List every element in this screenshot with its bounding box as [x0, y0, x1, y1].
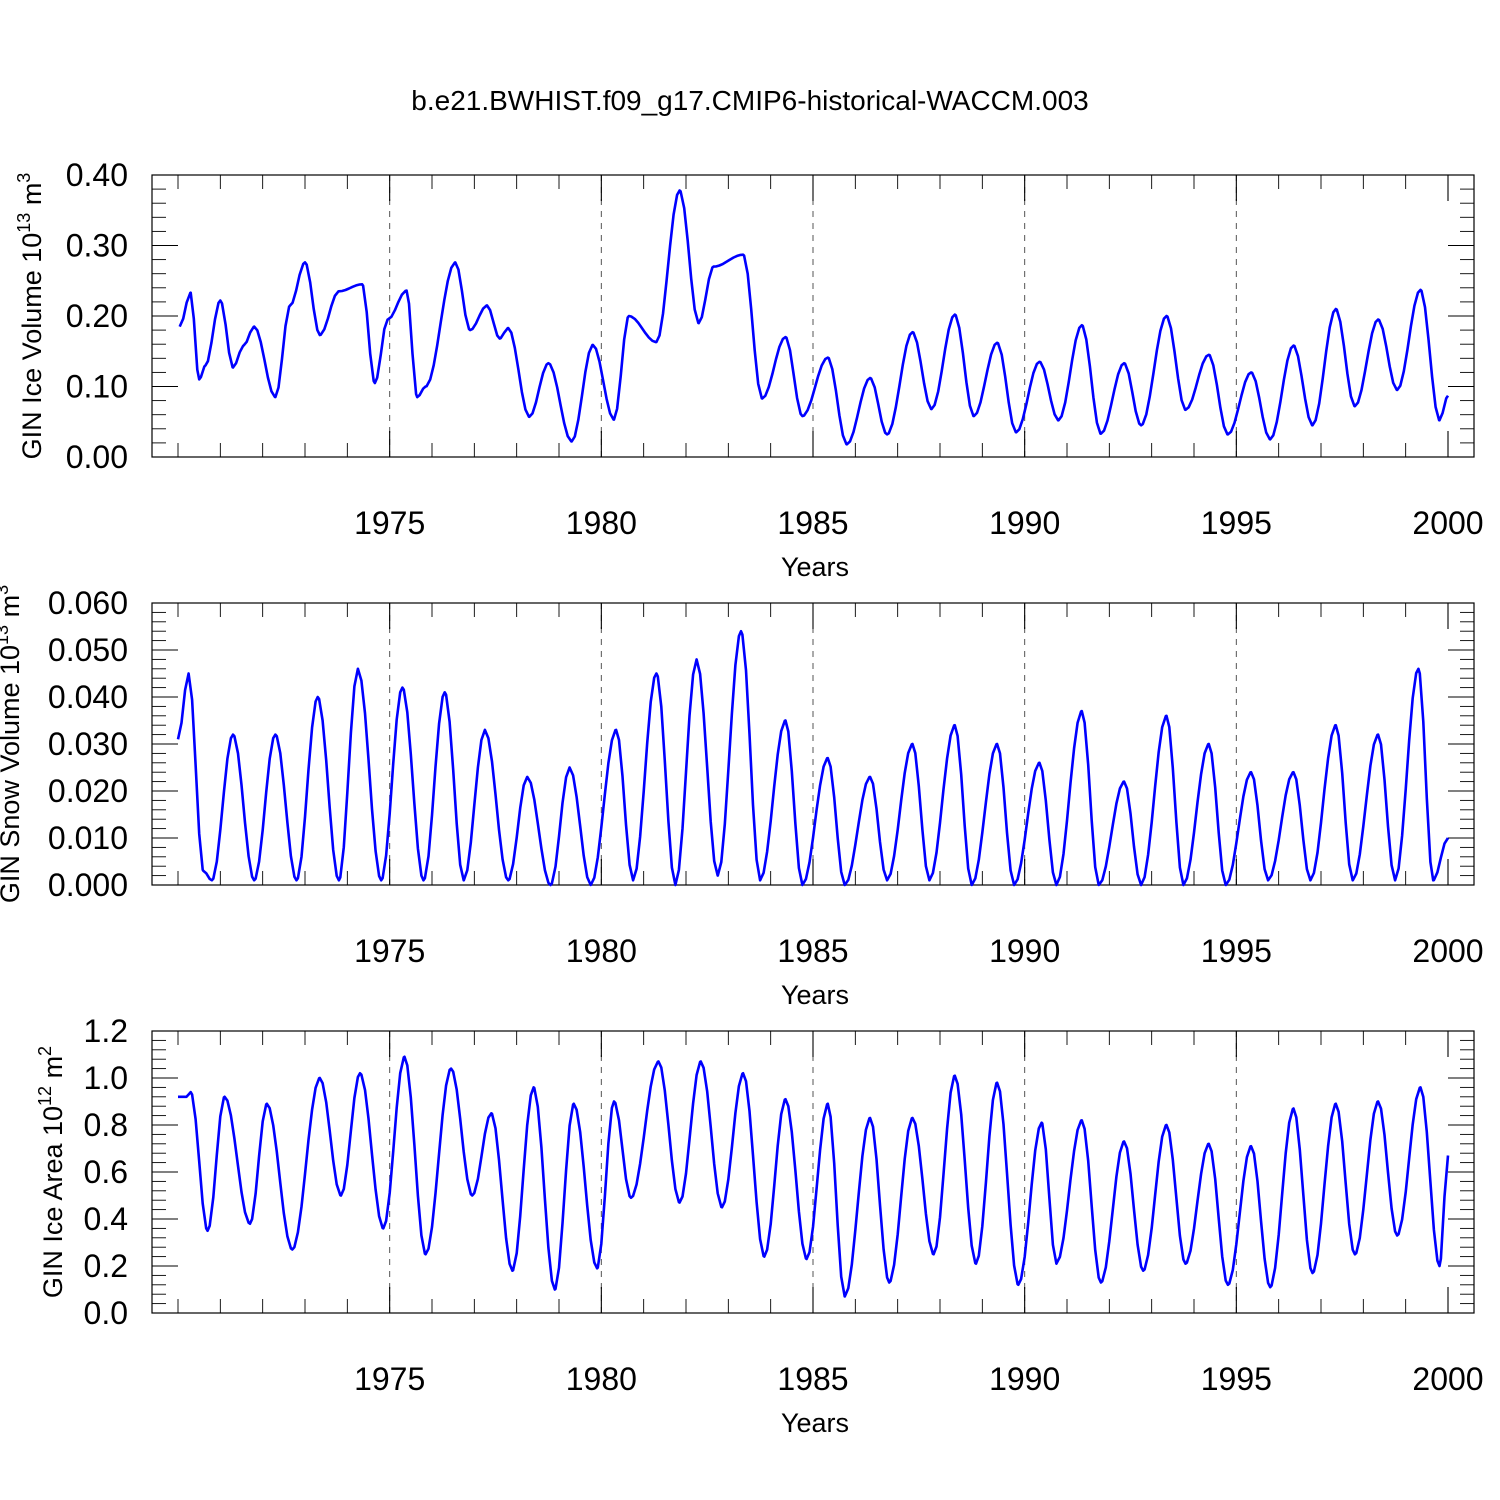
x-tick-label: 1980 — [566, 933, 637, 969]
y-tick-label: 0.010 — [48, 820, 128, 856]
panels: 0.00 0.10 0.20 0.30 0.40 1975 1980 1985 1990 1995… — [0, 157, 1484, 1438]
x-tick-label: 1975 — [354, 933, 425, 969]
panel-ice-area: 0.0 0.2 0.4 0.6 0.8 1.0 1.2 1975 1980 1985 1990 199… — [35, 1013, 1484, 1438]
y-axis-label: GIN Snow Volume 1013 m3 — [0, 585, 25, 903]
panel-snow-volume: 0.000 0.010 0.020 0.030 0.040 0.050 0.060 1975 1… — [0, 585, 1484, 1010]
x-tick-label: 1990 — [989, 505, 1060, 541]
x-tick-label: 1995 — [1201, 505, 1272, 541]
y-tick-label: 0.050 — [48, 632, 128, 668]
y-tick-label: 1.0 — [84, 1060, 128, 1096]
y-tick-label: 1.2 — [84, 1013, 128, 1049]
y-tick-label: 0.060 — [48, 585, 128, 621]
y-tick-label: 0.4 — [84, 1201, 128, 1237]
x-tick-label: 2000 — [1412, 505, 1483, 541]
y-tick-label: 0.020 — [48, 773, 128, 809]
x-tick-label: 1985 — [777, 505, 848, 541]
panel-ice-volume: 0.00 0.10 0.20 0.30 0.40 1975 1980 1985 1990 1995… — [14, 157, 1484, 582]
y-axis-label: GIN Ice Area 1012 m2 — [35, 1046, 68, 1298]
y-tick-label: 0.20 — [66, 298, 128, 334]
x-tick-label: 2000 — [1412, 933, 1483, 969]
x-tick-label: 1980 — [566, 505, 637, 541]
y-tick-label: 0.00 — [66, 439, 128, 475]
x-axis-label: Years — [781, 1408, 849, 1438]
y-tick-label: 0.8 — [84, 1107, 128, 1143]
series-line-ice-area — [178, 1055, 1450, 1298]
series-line-snow-volume — [176, 629, 1450, 887]
series-line-ice-volume — [178, 189, 1450, 446]
x-tick-label: 1985 — [777, 933, 848, 969]
x-axis-label: Years — [781, 552, 849, 582]
figure-title: b.e21.BWHIST.f09_g17.CMIP6-historical-WA… — [411, 85, 1088, 116]
y-axis-label: GIN Ice Volume 1013 m3 — [14, 173, 47, 460]
x-tick-label: 1975 — [354, 1361, 425, 1397]
y-tick-label: 0.40 — [66, 157, 128, 193]
y-tick-label: 0.000 — [48, 867, 128, 903]
y-tick-label: 0.040 — [48, 679, 128, 715]
x-tick-label: 1990 — [989, 1361, 1060, 1397]
y-tick-label: 0.30 — [66, 228, 128, 264]
x-tick-label: 1995 — [1201, 1361, 1272, 1397]
x-tick-label: 1975 — [354, 505, 425, 541]
x-axis-label: Years — [781, 980, 849, 1010]
x-tick-label: 1985 — [777, 1361, 848, 1397]
x-tick-label: 1990 — [989, 933, 1060, 969]
y-tick-label: 0.10 — [66, 369, 128, 405]
x-tick-label: 1980 — [566, 1361, 637, 1397]
plot-frame — [151, 174, 1475, 458]
x-tick-label: 1995 — [1201, 933, 1272, 969]
y-tick-label: 0.2 — [84, 1248, 128, 1284]
y-tick-label: 0.0 — [84, 1295, 128, 1331]
y-tick-label: 0.030 — [48, 726, 128, 762]
y-tick-label: 0.6 — [84, 1154, 128, 1190]
x-tick-label: 2000 — [1412, 1361, 1483, 1397]
